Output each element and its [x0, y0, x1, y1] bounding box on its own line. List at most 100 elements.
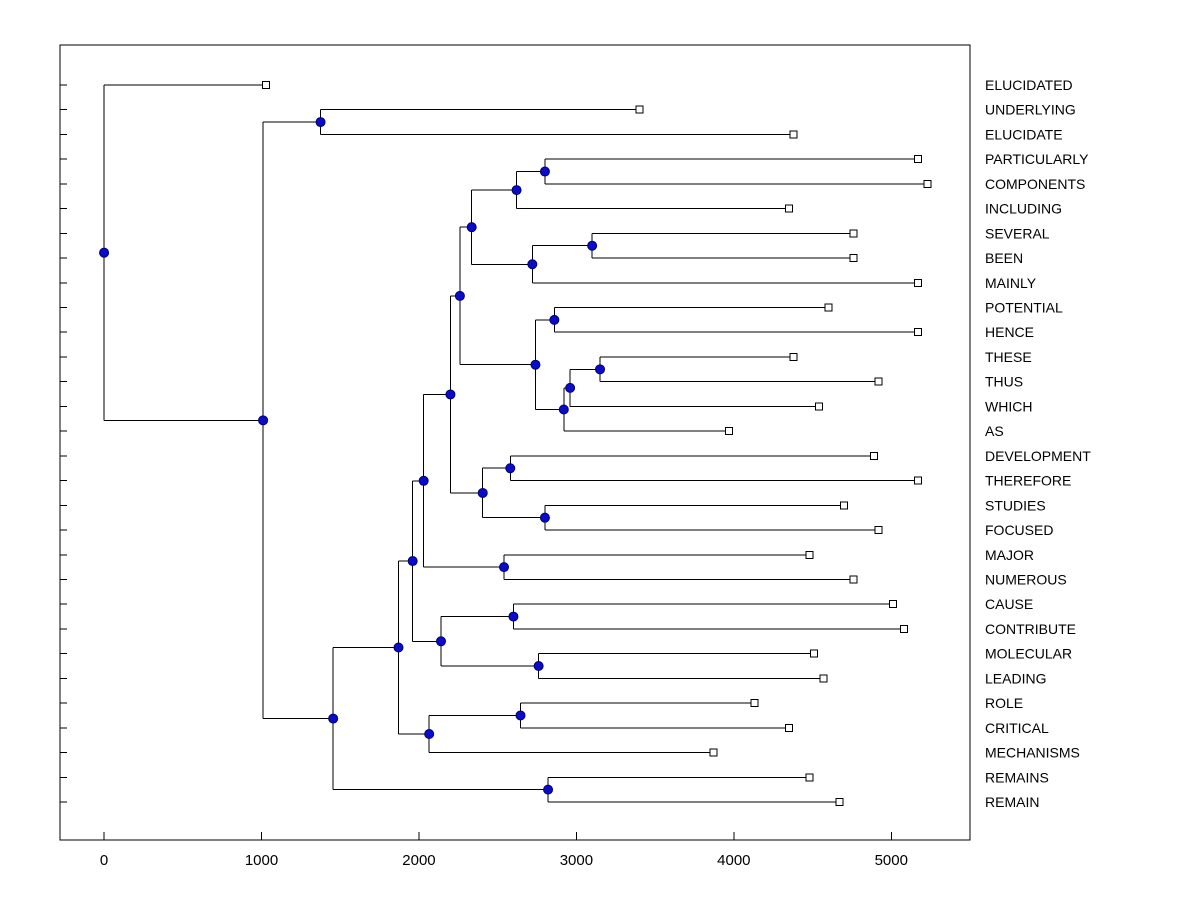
- leaf-label: MAINLY: [985, 275, 1037, 291]
- leaf-label: LEADING: [985, 670, 1046, 686]
- leaf-marker: [805, 550, 814, 559]
- internal-node-marker: [515, 710, 526, 721]
- leaf-label: BEEN: [985, 250, 1023, 266]
- x-axis-tick-label: 5000: [875, 852, 908, 869]
- leaf-label: MECHANISMS: [985, 745, 1080, 761]
- leaf-label: THUS: [985, 374, 1023, 390]
- x-axis-tick-label: 2000: [402, 852, 435, 869]
- leaf-label: PARTICULARLY: [985, 151, 1089, 167]
- leaf-label: ELUCIDATED: [985, 77, 1073, 93]
- leaf-marker: [262, 81, 271, 89]
- leaf-marker: [789, 130, 798, 139]
- internal-node-marker: [527, 259, 538, 270]
- internal-node-marker: [258, 415, 269, 426]
- internal-node-marker: [543, 784, 554, 795]
- leaf-marker: [888, 600, 897, 609]
- leaf-marker: [635, 105, 644, 114]
- leaf-marker: [789, 352, 798, 361]
- leaf-label: MAJOR: [985, 547, 1034, 563]
- leaf-marker: [923, 179, 932, 188]
- leaf-label: FOCUSED: [985, 522, 1053, 538]
- internal-node-marker: [436, 636, 447, 647]
- leaf-marker: [840, 501, 849, 510]
- leaf-label: STUDIES: [985, 497, 1046, 513]
- leaf-label: ROLE: [985, 695, 1023, 711]
- leaf-marker: [914, 476, 923, 485]
- internal-node-marker: [498, 562, 509, 573]
- leaf-marker: [819, 674, 828, 683]
- internal-node-marker: [477, 487, 488, 498]
- internal-node-marker: [418, 475, 429, 486]
- leaf-marker: [849, 229, 858, 238]
- leaf-label: CAUSE: [985, 596, 1033, 612]
- leaf-marker: [869, 451, 878, 460]
- internal-node-marker: [407, 556, 418, 567]
- leaf-label: CONTRIBUTE: [985, 621, 1076, 637]
- internal-node-marker: [508, 611, 519, 622]
- leaf-labels: ELUCIDATED UNDERLYING ELUCIDATE PARTICULARL…: [985, 77, 1091, 810]
- internal-node-marker: [533, 661, 544, 672]
- leaf-label: CRITICAL: [985, 720, 1049, 736]
- leaf-label: AS: [985, 423, 1004, 439]
- leaf-label: INCLUDING: [985, 201, 1062, 217]
- leaf-marker: [750, 699, 759, 708]
- x-axis-tick-label: 4000: [717, 852, 750, 869]
- internal-node-marker: [99, 247, 110, 258]
- leaf-marker: [899, 624, 908, 633]
- internal-node-marker: [539, 166, 550, 177]
- leaf-marker: [835, 798, 844, 806]
- leaf-marker: [784, 204, 793, 213]
- leaf-marker: [849, 575, 858, 584]
- leaf-marker: [914, 155, 923, 164]
- tree-edges: [103, 84, 928, 803]
- leaf-label: HENCE: [985, 324, 1034, 340]
- leaf-marker: [914, 278, 923, 287]
- internal-node-marker: [587, 240, 598, 251]
- internal-node-marker: [549, 314, 560, 325]
- leaf-marker: [874, 526, 883, 535]
- leaf-label: ELUCIDATE: [985, 126, 1063, 142]
- leaf-label: REMAIN: [985, 794, 1039, 810]
- internal-node-marker: [539, 512, 550, 523]
- x-axis-tick-label: 1000: [245, 852, 278, 869]
- internal-node-marker: [393, 642, 404, 653]
- leaf-label: NUMEROUS: [985, 571, 1067, 587]
- internal-node-marker: [454, 290, 465, 301]
- tree-markers: [99, 81, 932, 806]
- leaf-marker: [874, 377, 883, 386]
- internal-node-marker: [505, 463, 516, 474]
- leaf-label: MOLECULAR: [985, 646, 1072, 662]
- leaf-label: POTENTIAL: [985, 300, 1063, 316]
- leaf-label: COMPONENTS: [985, 176, 1085, 192]
- leaf-marker: [849, 254, 858, 263]
- leaf-label: THEREFORE: [985, 473, 1071, 489]
- leaf-label: UNDERLYING: [985, 102, 1076, 118]
- internal-node-marker: [315, 117, 326, 128]
- leaf-label: REMAINS: [985, 769, 1049, 785]
- leaf-marker: [914, 328, 923, 337]
- x-axis-tick-label: 3000: [560, 852, 593, 869]
- internal-node-marker: [565, 382, 576, 393]
- x-axis-tick-label: 0: [100, 852, 108, 869]
- leaf-marker: [805, 773, 814, 782]
- leaf-marker: [810, 649, 819, 658]
- internal-node-marker: [595, 364, 606, 375]
- internal-node-marker: [558, 404, 569, 415]
- plot-box: [59, 44, 971, 841]
- internal-node-marker: [530, 359, 541, 370]
- leaf-label: THESE: [985, 349, 1032, 365]
- internal-node-marker: [466, 222, 477, 233]
- leaf-marker: [709, 748, 718, 757]
- internal-node-marker: [445, 389, 456, 400]
- leaf-marker: [725, 427, 734, 436]
- leaf-marker: [784, 723, 793, 732]
- leaf-label: DEVELOPMENT: [985, 448, 1091, 464]
- leaf-label: WHICH: [985, 398, 1032, 414]
- leaf-marker: [824, 303, 833, 312]
- internal-node-marker: [328, 713, 339, 724]
- internal-node-marker: [424, 729, 435, 740]
- leaf-marker: [814, 402, 823, 411]
- internal-node-marker: [511, 185, 522, 196]
